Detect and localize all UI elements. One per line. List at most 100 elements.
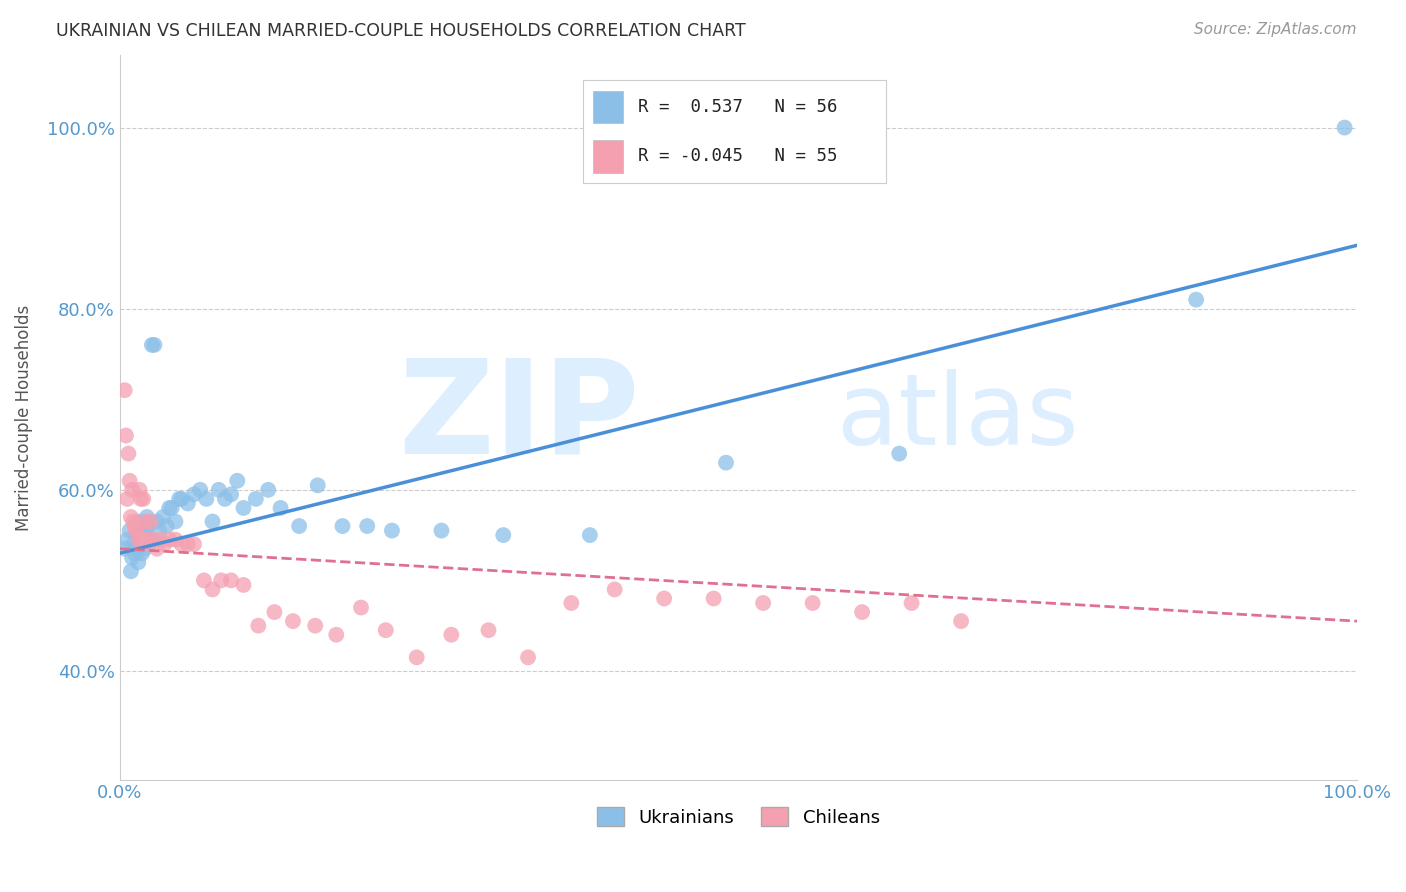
Point: [125, 519, 148, 533]
Point: [801, 596, 824, 610]
Point: [143, 338, 166, 352]
Point: [1333, 120, 1355, 135]
Point: [115, 491, 138, 506]
Point: [122, 515, 145, 529]
Point: [128, 515, 150, 529]
Point: [146, 541, 169, 556]
Point: [152, 510, 174, 524]
Point: [288, 519, 311, 533]
Text: atlas: atlas: [838, 369, 1078, 466]
Point: [257, 483, 280, 497]
Point: [125, 541, 148, 556]
Point: [332, 519, 354, 533]
Point: [157, 533, 180, 547]
Point: [138, 537, 160, 551]
Point: [492, 528, 515, 542]
Point: [124, 519, 146, 533]
Point: [136, 519, 159, 533]
Point: [153, 537, 176, 551]
Y-axis label: Married-couple Households: Married-couple Households: [15, 304, 32, 531]
Point: [325, 628, 347, 642]
Point: [118, 474, 141, 488]
Point: [208, 483, 231, 497]
Point: [142, 533, 165, 547]
Point: [132, 519, 155, 533]
Text: R =  0.537   N = 56: R = 0.537 N = 56: [638, 98, 838, 116]
Point: [245, 491, 267, 506]
Point: [135, 515, 157, 529]
Point: [131, 546, 153, 560]
Point: [281, 614, 304, 628]
Point: [374, 623, 396, 637]
Point: [201, 582, 224, 597]
Text: R = -0.045   N = 55: R = -0.045 N = 55: [638, 147, 838, 165]
Point: [120, 565, 142, 579]
Text: ZIP: ZIP: [398, 354, 640, 481]
Text: UKRAINIAN VS CHILEAN MARRIED-COUPLE HOUSEHOLDS CORRELATION CHART: UKRAINIAN VS CHILEAN MARRIED-COUPLE HOUS…: [56, 22, 747, 40]
Point: [188, 483, 211, 497]
Point: [165, 515, 187, 529]
Point: [118, 524, 141, 538]
Point: [149, 533, 172, 547]
Point: [214, 491, 236, 506]
Point: [900, 596, 922, 610]
Legend: Ukrainians, Chileans: Ukrainians, Chileans: [588, 798, 889, 836]
Point: [170, 491, 193, 506]
Point: [752, 596, 775, 610]
FancyBboxPatch shape: [592, 140, 623, 173]
Point: [165, 533, 187, 547]
Point: [193, 574, 215, 588]
Point: [136, 510, 159, 524]
Point: [122, 537, 145, 551]
Point: [148, 524, 170, 538]
Point: [115, 533, 138, 547]
Point: [652, 591, 675, 606]
Point: [714, 456, 737, 470]
Point: [195, 491, 218, 506]
Point: [120, 510, 142, 524]
Point: [307, 478, 329, 492]
Point: [157, 500, 180, 515]
Point: [156, 519, 179, 533]
Point: [247, 618, 270, 632]
Point: [1185, 293, 1208, 307]
Point: [136, 533, 159, 547]
Point: [183, 537, 205, 551]
Point: [232, 578, 254, 592]
Point: [517, 650, 540, 665]
FancyBboxPatch shape: [592, 91, 623, 123]
Point: [889, 447, 911, 461]
Point: [232, 500, 254, 515]
Point: [219, 487, 242, 501]
Point: [560, 596, 582, 610]
Point: [127, 555, 149, 569]
Point: [139, 533, 162, 547]
Point: [430, 524, 453, 538]
Point: [209, 574, 232, 588]
Text: Source: ZipAtlas.com: Source: ZipAtlas.com: [1194, 22, 1357, 37]
Point: [114, 541, 136, 556]
Point: [167, 491, 190, 506]
Point: [350, 600, 373, 615]
Point: [141, 338, 163, 352]
Point: [477, 623, 499, 637]
Point: [851, 605, 873, 619]
Point: [170, 537, 193, 551]
Point: [128, 483, 150, 497]
Point: [183, 487, 205, 501]
Point: [160, 500, 183, 515]
Point: [304, 618, 326, 632]
Point: [114, 383, 136, 397]
Point: [125, 528, 148, 542]
Point: [129, 533, 152, 547]
Point: [603, 582, 626, 597]
Point: [356, 519, 378, 533]
Point: [950, 614, 973, 628]
Point: [146, 515, 169, 529]
Point: [226, 474, 249, 488]
Point: [440, 628, 463, 642]
Point: [121, 550, 143, 565]
Point: [129, 491, 152, 506]
Point: [134, 541, 156, 556]
Point: [132, 491, 155, 506]
